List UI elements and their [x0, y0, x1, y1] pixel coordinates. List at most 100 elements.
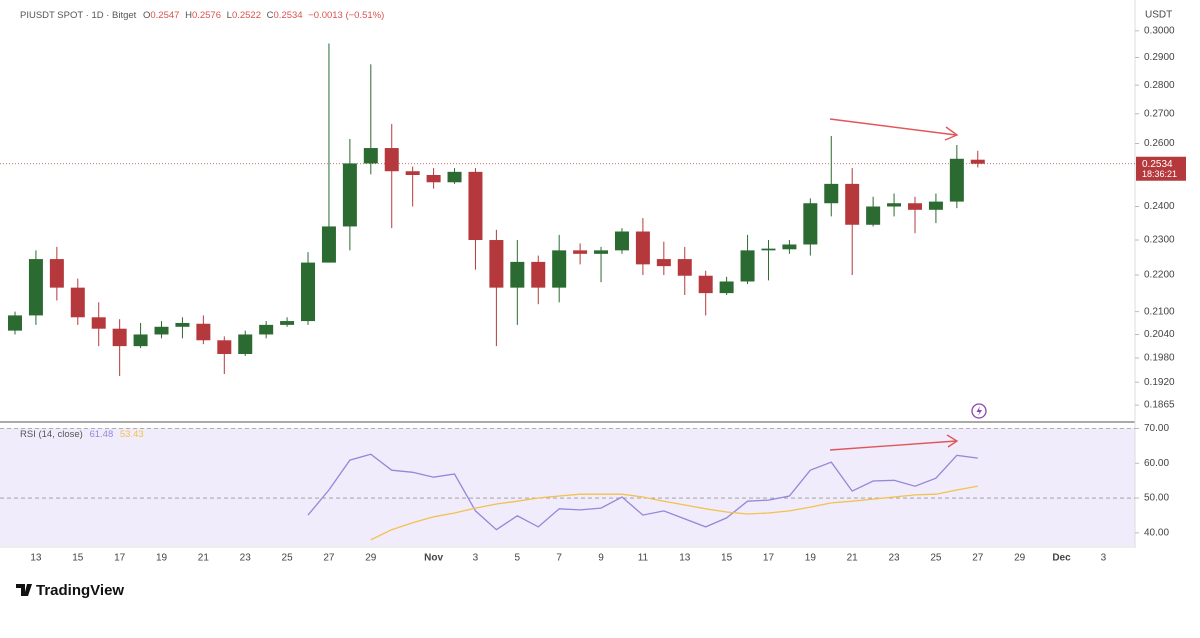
candle-body	[949, 158, 964, 202]
y-tick-label: 40.00	[1144, 527, 1169, 538]
candle-body	[614, 231, 629, 251]
ohlc-label: H	[185, 10, 192, 21]
candle-body	[28, 259, 43, 316]
legend: PIUSDT SPOT · 1D · Bitget O0.2547 H0.257…	[20, 10, 384, 21]
ohlc-value: 0.2576	[192, 10, 221, 21]
candle-body	[321, 226, 336, 263]
y-tick-label: 60.00	[1144, 458, 1169, 469]
candle-body	[510, 261, 525, 288]
y-tick-label: 0.2300	[1144, 235, 1175, 246]
candle-body	[301, 262, 316, 322]
candle-body	[342, 163, 357, 227]
y-tick-label: 50.00	[1144, 493, 1169, 504]
x-tick-label: 9	[598, 553, 604, 564]
x-tick-label: 27	[972, 553, 984, 564]
x-tick-label: Nov	[424, 553, 443, 564]
change: −0.0013 (−0.51%)	[308, 10, 384, 21]
rsi-title: RSI (14, close)	[20, 429, 83, 440]
candle-body	[259, 324, 274, 335]
candle-body	[635, 231, 650, 265]
x-tick-label: 5	[515, 553, 521, 564]
plot	[8, 43, 985, 541]
candle-body	[761, 248, 776, 251]
brand-name: TradingView	[36, 582, 124, 599]
candle-body	[175, 322, 190, 327]
candle-body	[531, 261, 546, 288]
candle-body	[907, 203, 922, 210]
candle-body	[154, 326, 169, 335]
candle-body	[887, 203, 902, 207]
annotation-arrow	[829, 434, 959, 451]
candle-body	[677, 259, 692, 276]
x-tick-label: 15	[721, 553, 733, 564]
x-tick-label: 7	[556, 553, 562, 564]
x-tick-label: 23	[888, 553, 900, 564]
candle-body	[8, 315, 22, 331]
x-tick-label: 3	[1101, 553, 1107, 564]
alert-icon[interactable]	[971, 403, 987, 419]
candle-body	[740, 250, 755, 282]
x-tick-label: 19	[156, 553, 168, 564]
annotation-arrow	[829, 118, 959, 141]
candle-body	[656, 259, 671, 267]
x-tick-label: 11	[638, 553, 649, 564]
candle-body	[970, 159, 985, 164]
candle-body	[719, 281, 734, 294]
candle-body	[928, 201, 943, 210]
y-tick-label: 0.1920	[1144, 377, 1175, 388]
candle-body	[217, 340, 232, 355]
candle-body	[238, 334, 253, 355]
candle-body	[405, 171, 420, 175]
x-tick-label: 21	[847, 553, 859, 564]
brand-logo[interactable]: TradingView	[16, 582, 124, 599]
ohlc-value: 0.2547	[150, 10, 179, 21]
x-tick-label: 17	[763, 553, 775, 564]
x-tick-label: 19	[805, 553, 817, 564]
candle-body	[280, 321, 295, 325]
candle-body	[70, 287, 85, 318]
rsi-band	[0, 428, 1135, 546]
rsi-legend: RSI (14, close) 61.48 53.43	[20, 429, 144, 440]
rsi-line	[370, 485, 978, 541]
x-tick-label: 21	[198, 553, 210, 564]
candle-body	[594, 250, 609, 254]
rsi-value: 61.48	[89, 429, 113, 440]
x-tick-label: 29	[365, 553, 377, 564]
candle-body	[384, 148, 399, 172]
candle-body	[468, 171, 483, 241]
candle-body	[426, 174, 441, 183]
candle-body	[698, 275, 713, 294]
x-tick-label: 3	[473, 553, 479, 564]
y-tick-label: 0.1865	[1144, 400, 1175, 411]
y-tick-label: 0.2600	[1144, 138, 1175, 149]
y-tick-label: 0.2900	[1144, 52, 1175, 63]
candle-body	[782, 244, 797, 250]
y-tick-label: 0.2200	[1144, 270, 1175, 281]
y-tick-label: 0.1980	[1144, 353, 1175, 364]
x-tick-label: 13	[30, 553, 42, 564]
y-tick-label: 0.2700	[1144, 108, 1175, 119]
ohlc-label: O	[143, 10, 150, 21]
rsi-line	[307, 453, 978, 531]
ohlc-label: L	[227, 10, 232, 21]
y-tick-label: 0.3000	[1144, 25, 1175, 36]
candle-body	[845, 183, 860, 225]
grid	[0, 30, 1139, 534]
x-tick-label: 23	[240, 553, 252, 564]
x-tick-label: 25	[930, 553, 942, 564]
candle-body	[552, 250, 567, 288]
x-tick-label: 15	[72, 553, 84, 564]
candle-body	[112, 328, 127, 347]
y-axis-label: USDT	[1145, 10, 1172, 21]
candle-body	[489, 240, 504, 288]
candle-body	[866, 206, 881, 225]
x-tick-label: 25	[282, 553, 294, 564]
candle-body	[49, 259, 64, 288]
x-tick-label: 13	[679, 553, 691, 564]
x-tick-label: 17	[114, 553, 126, 564]
candle-body	[91, 317, 106, 329]
candle-body	[196, 323, 211, 341]
candle-body	[803, 203, 818, 245]
y-tick-label: 0.2800	[1144, 80, 1175, 91]
